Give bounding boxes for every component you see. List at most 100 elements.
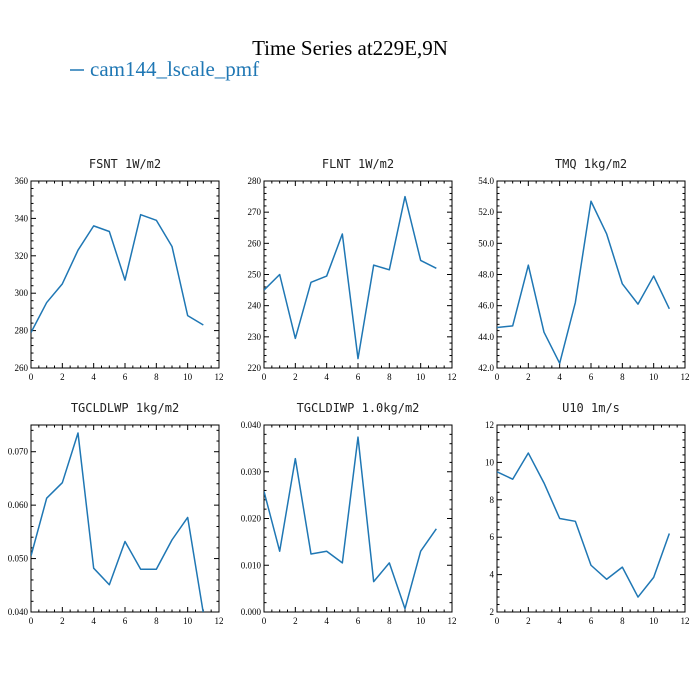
panel-4: TGCLDLWP 1kg/m2 0 2 4 6 8 10 12 0.040 0.050 0.060 0… — [8, 401, 224, 626]
y-tick-label: 280 — [15, 326, 29, 336]
x-tick-label: 6 — [123, 616, 128, 626]
y-tick-label: 42.0 — [478, 363, 494, 373]
x-tick-label: 10 — [416, 616, 426, 626]
panel-title: FSNT 1W/m2 — [89, 157, 161, 171]
x-tick-label: 0 — [29, 616, 34, 626]
y-tick-label: 240 — [248, 301, 262, 311]
y-tick-label: 0.040 — [241, 420, 262, 430]
x-tick-label: 4 — [557, 616, 562, 626]
x-tick-label: 8 — [620, 372, 625, 382]
x-tick-label: 4 — [91, 616, 96, 626]
y-tick-label: 10 — [485, 457, 495, 467]
legend: cam144_lscale_pmf — [70, 57, 259, 81]
x-tick-label: 12 — [448, 616, 457, 626]
x-tick-label: 12 — [681, 616, 690, 626]
x-tick-label: 10 — [649, 616, 659, 626]
x-tick-label: 8 — [154, 616, 159, 626]
axes-frame — [263, 424, 453, 613]
x-tick-label: 0 — [495, 616, 500, 626]
y-tick-label: 230 — [248, 332, 262, 342]
y-tick-label: 54.0 — [478, 176, 494, 186]
y-tick-label: 4 — [490, 570, 495, 580]
figure-title: Time Series at229E,9N — [252, 36, 448, 60]
y-tick-label: 220 — [248, 363, 262, 373]
x-tick-label: 8 — [154, 372, 159, 382]
x-tick-label: 2 — [60, 616, 65, 626]
x-tick-label: 6 — [589, 616, 594, 626]
x-tick-label: 4 — [557, 372, 562, 382]
y-tick-label: 360 — [15, 176, 29, 186]
y-tick-label: 250 — [248, 270, 262, 280]
x-tick-label: 0 — [262, 616, 267, 626]
x-tick-label: 2 — [293, 616, 298, 626]
y-tick-label: 50.0 — [478, 238, 494, 248]
y-tick-label: 300 — [15, 288, 29, 298]
x-tick-label: 2 — [293, 372, 298, 382]
y-tick-label: 340 — [15, 213, 29, 223]
y-tick-label: 46.0 — [478, 301, 494, 311]
y-tick-label: 270 — [248, 207, 262, 217]
series-line — [497, 200, 671, 365]
axes-frame — [263, 180, 453, 369]
panel-title: TGCLDLWP 1kg/m2 — [71, 401, 179, 415]
x-tick-label: 4 — [324, 616, 329, 626]
x-tick-label: 6 — [123, 372, 128, 382]
x-tick-label: 8 — [387, 616, 392, 626]
axes-frame — [30, 180, 220, 369]
y-tick-label: 0.070 — [8, 447, 29, 457]
y-tick-label: 0.030 — [241, 467, 262, 477]
y-tick-label: 0.010 — [241, 560, 262, 570]
x-tick-label: 10 — [649, 372, 659, 382]
series-line — [31, 213, 204, 333]
series-line — [264, 195, 437, 360]
y-tick-label: 6 — [490, 532, 495, 542]
x-tick-label: 12 — [448, 372, 457, 382]
x-tick-label: 10 — [183, 616, 193, 626]
y-tick-label: 0.050 — [8, 554, 29, 564]
x-tick-label: 6 — [589, 372, 594, 382]
x-tick-label: 4 — [91, 372, 96, 382]
x-tick-label: 4 — [324, 372, 329, 382]
panel-5: TGCLDIWP 1.0kg/m2 0 2 4 6 8 10 12 0.000 0.010 0.02… — [241, 401, 457, 626]
y-tick-label: 2 — [490, 607, 495, 617]
x-tick-label: 8 — [387, 372, 392, 382]
legend-label: cam144_lscale_pmf — [90, 57, 259, 81]
x-tick-label: 0 — [262, 372, 267, 382]
y-tick-label: 0.040 — [8, 607, 29, 617]
y-tick-label: 44.0 — [478, 332, 494, 342]
x-tick-label: 2 — [526, 372, 531, 382]
x-tick-label: 2 — [60, 372, 65, 382]
y-tick-label: 280 — [248, 176, 262, 186]
panel-title: TMQ 1kg/m2 — [555, 157, 627, 171]
panel-2: FLNT 1W/m2 0 2 4 6 8 10 12 220 230 240 250 260 270 280 — [248, 157, 457, 382]
panel-title: TGCLDIWP 1.0kg/m2 — [297, 401, 420, 415]
x-tick-label: 0 — [495, 372, 500, 382]
x-tick-label: 10 — [183, 372, 193, 382]
y-tick-label: 260 — [15, 363, 29, 373]
panel-title: U10 1m/s — [562, 401, 620, 415]
x-tick-label: 6 — [356, 616, 361, 626]
x-tick-label: 6 — [356, 372, 361, 382]
y-tick-label: 0.000 — [241, 607, 262, 617]
panel-1: FSNT 1W/m2 0 2 4 6 8 10 12 260 280 300 320 340 360 — [15, 157, 224, 382]
x-tick-label: 2 — [526, 616, 531, 626]
panel-title: FLNT 1W/m2 — [322, 157, 394, 171]
y-tick-label: 320 — [15, 251, 29, 261]
x-tick-label: 0 — [29, 372, 34, 382]
y-tick-label: 52.0 — [478, 207, 494, 217]
axes-frame — [496, 424, 686, 613]
panel-3: TMQ 1kg/m2 0 2 4 6 8 10 12 42.0 44.0 46.0 48.0 50.0 5… — [478, 157, 689, 382]
series-line — [264, 436, 437, 610]
axes-frame — [30, 424, 220, 613]
series-line — [31, 432, 204, 612]
panels: FSNT 1W/m20 2 4 6 8 10 12260280300320340360FLN… — [8, 157, 690, 626]
x-tick-label: 8 — [620, 616, 625, 626]
x-tick-label: 12 — [215, 372, 224, 382]
series-line — [497, 452, 671, 598]
x-tick-label: 12 — [215, 616, 224, 626]
y-tick-label: 0.060 — [8, 500, 29, 510]
y-tick-label: 48.0 — [478, 270, 494, 280]
y-tick-label: 12 — [485, 420, 494, 430]
